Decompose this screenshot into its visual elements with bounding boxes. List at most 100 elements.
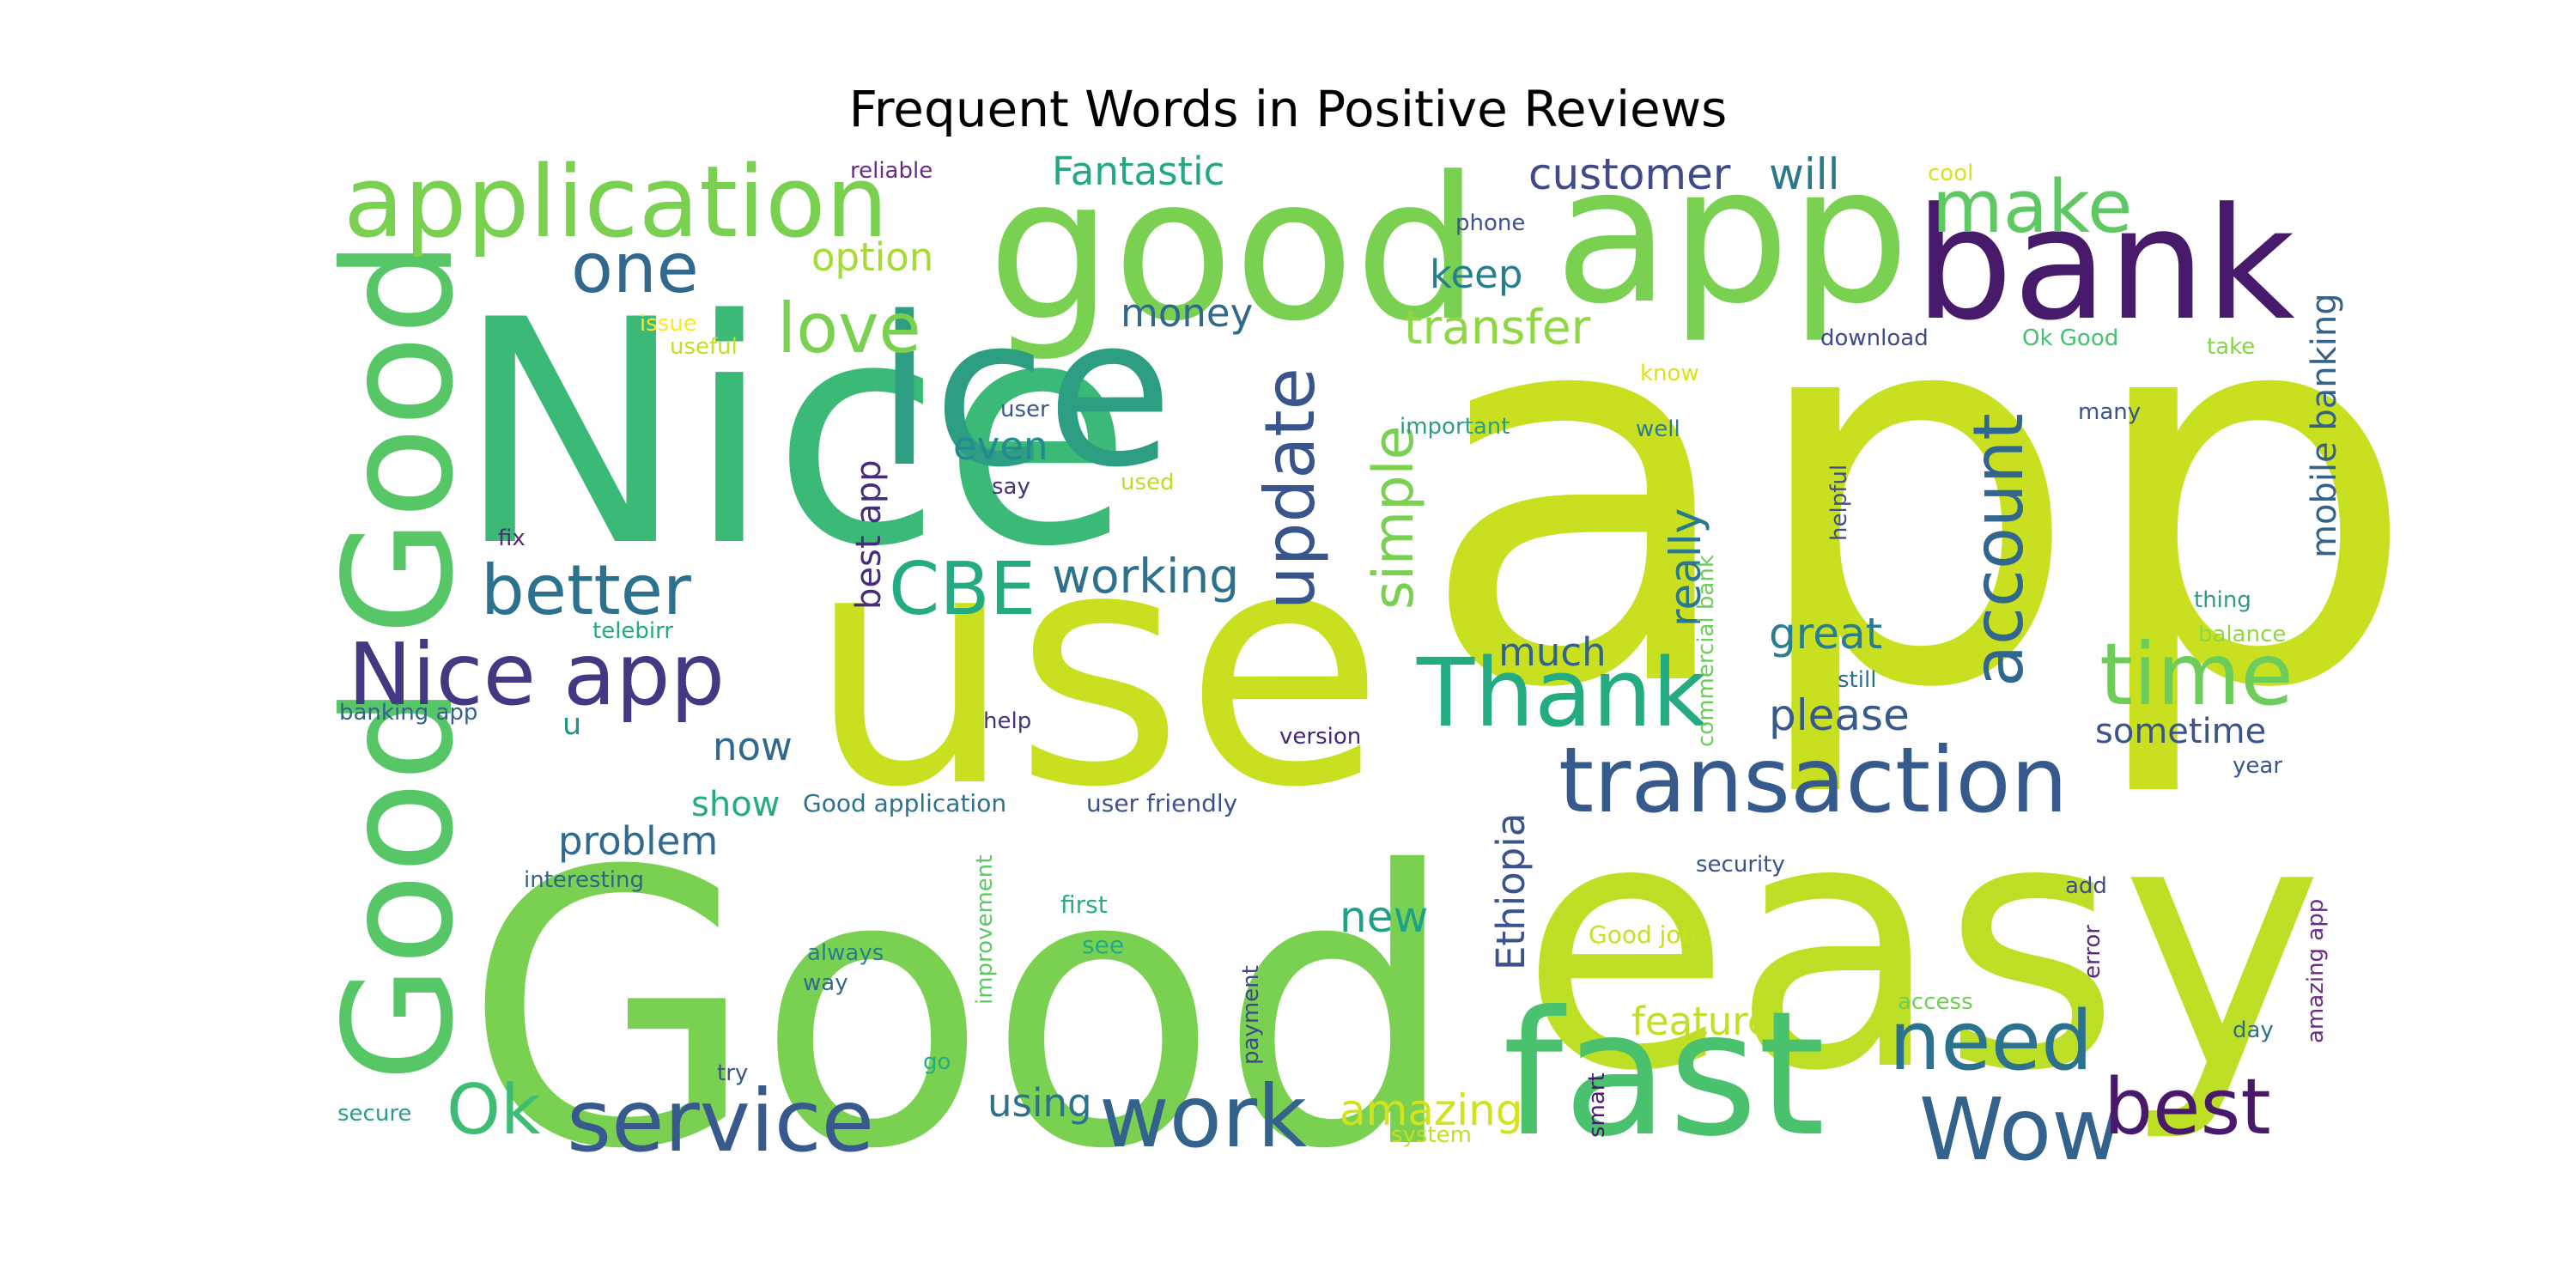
cloud-word: helpful xyxy=(1826,465,1852,541)
cloud-word: using xyxy=(987,1080,1092,1126)
cloud-word: love xyxy=(777,289,921,368)
cloud-word: payment xyxy=(1238,965,1264,1065)
cloud-word: time xyxy=(2099,624,2293,725)
cloud-word: see xyxy=(1082,931,1124,959)
cloud-word: know xyxy=(1640,361,1699,386)
cloud-word: app xyxy=(1417,185,2419,805)
cloud-word: good xyxy=(987,136,1479,365)
cloud-word: one xyxy=(571,228,699,308)
cloud-word: first xyxy=(1060,890,1108,919)
cloud-word: add xyxy=(2065,873,2107,899)
cloud-word: better xyxy=(481,550,691,630)
cloud-word: best app xyxy=(849,459,889,610)
cloud-word: application xyxy=(343,145,888,260)
cloud-word: Nice app xyxy=(348,624,725,725)
cloud-word: important xyxy=(1400,414,1510,440)
cloud-word: secure xyxy=(337,1101,411,1127)
cloud-word: Wow xyxy=(1919,1079,2122,1180)
cloud-word: always xyxy=(807,940,884,966)
cloud-word: still xyxy=(1838,667,1876,693)
cloud-word: bank xyxy=(1915,175,2295,355)
cloud-word: sometime xyxy=(2095,712,2266,751)
cloud-word: working xyxy=(1052,549,1239,604)
chart-title: Frequent Words in Positive Reviews xyxy=(848,80,1728,138)
cloud-word: keep xyxy=(1430,252,1522,297)
cloud-word: issue xyxy=(640,311,697,337)
cloud-word: take xyxy=(2207,334,2255,360)
cloud-word: work xyxy=(1099,1066,1307,1167)
cloud-word: improvement xyxy=(972,855,998,1005)
cloud-word: version xyxy=(1279,724,1361,750)
cloud-word: problem xyxy=(558,818,718,864)
cloud-word: now xyxy=(713,724,793,769)
cloud-word: phone xyxy=(1455,210,1525,236)
cloud-word: smart xyxy=(1584,1072,1610,1138)
cloud-word: banking app xyxy=(339,700,477,726)
cloud-word: Ok Good xyxy=(2022,325,2118,351)
cloud-word: mobile banking xyxy=(2305,293,2344,558)
cloud-word: amazing app xyxy=(2303,899,2329,1043)
cloud-word: fix xyxy=(498,526,526,551)
cloud-word: Thank xyxy=(1416,638,1707,748)
cloud-word: money xyxy=(1121,290,1253,336)
cloud-word: simple xyxy=(1362,425,1426,610)
cloud-word: feature xyxy=(1631,999,1771,1044)
cloud-word: cool xyxy=(1928,161,1973,186)
cloud-word: reliable xyxy=(850,158,933,184)
cloud-word: year xyxy=(2233,753,2282,779)
cloud-word: transaction xyxy=(1558,728,2068,833)
cloud-word: Fantastic xyxy=(1052,149,1224,194)
cloud-word: new xyxy=(1340,892,1428,942)
cloud-word: Good application xyxy=(803,789,1006,817)
cloud-word: update xyxy=(1250,368,1330,610)
cloud-word: commercial bank xyxy=(1693,555,1719,747)
cloud-word: Ethiopia xyxy=(1488,813,1534,970)
cloud-word: Ok xyxy=(447,1070,541,1150)
cloud-word: go xyxy=(923,1049,951,1075)
cloud-word: account xyxy=(1959,413,2038,687)
cloud-word: security xyxy=(1696,852,1785,878)
cloud-word: Good job xyxy=(1589,920,1696,949)
cloud-word: please xyxy=(1769,690,1910,740)
cloud-word: try xyxy=(717,1060,748,1086)
cloud-word: much xyxy=(1498,629,1607,675)
cloud-word: customer xyxy=(1528,149,1731,199)
cloud-word: day xyxy=(2233,1018,2274,1043)
cloud-word: will xyxy=(1769,149,1840,199)
cloud-word: make xyxy=(1932,165,2132,250)
cloud-word: say xyxy=(992,474,1030,500)
cloud-word: download xyxy=(1820,325,1929,351)
cloud-word: telebirr xyxy=(592,618,673,644)
cloud-word: useful xyxy=(670,334,738,360)
cloud-word: thing xyxy=(2194,587,2251,613)
cloud-word: use xyxy=(807,478,1385,859)
cloud-word: app xyxy=(1554,125,1910,345)
cloud-word: service xyxy=(567,1071,874,1171)
cloud-word: way xyxy=(803,970,848,996)
cloud-word: Good xyxy=(313,240,487,635)
cloud-word: best xyxy=(2104,1062,2271,1152)
cloud-word: system xyxy=(1391,1122,1472,1148)
cloud-word: Nice xyxy=(455,254,1133,614)
cloud-word: well xyxy=(1636,416,1680,442)
cloud-word: Good xyxy=(464,792,1459,1231)
cloud-word: really xyxy=(1661,508,1710,627)
cloud-word: great xyxy=(1769,609,1882,659)
cloud-word: interesting xyxy=(524,867,644,893)
cloud-word: show xyxy=(691,785,780,824)
cloud-word: fast xyxy=(1503,975,1826,1175)
cloud-word: many xyxy=(2078,399,2141,425)
cloud-word: ice xyxy=(876,272,1173,513)
cloud-word: balance xyxy=(2198,622,2286,647)
cloud-word: even xyxy=(953,423,1048,469)
cloud-word: need xyxy=(1889,994,2093,1089)
cloud-word: u xyxy=(562,708,581,742)
cloud-word: transfer xyxy=(1404,300,1591,355)
cloud-word: CBE xyxy=(889,547,1036,632)
cloud-word: Good xyxy=(313,686,487,1082)
cloud-word: error xyxy=(2080,925,2105,979)
cloud-word: easy xyxy=(1520,747,2324,1146)
cloud-word: access xyxy=(1898,989,1973,1015)
cloud-word: option xyxy=(811,234,933,280)
